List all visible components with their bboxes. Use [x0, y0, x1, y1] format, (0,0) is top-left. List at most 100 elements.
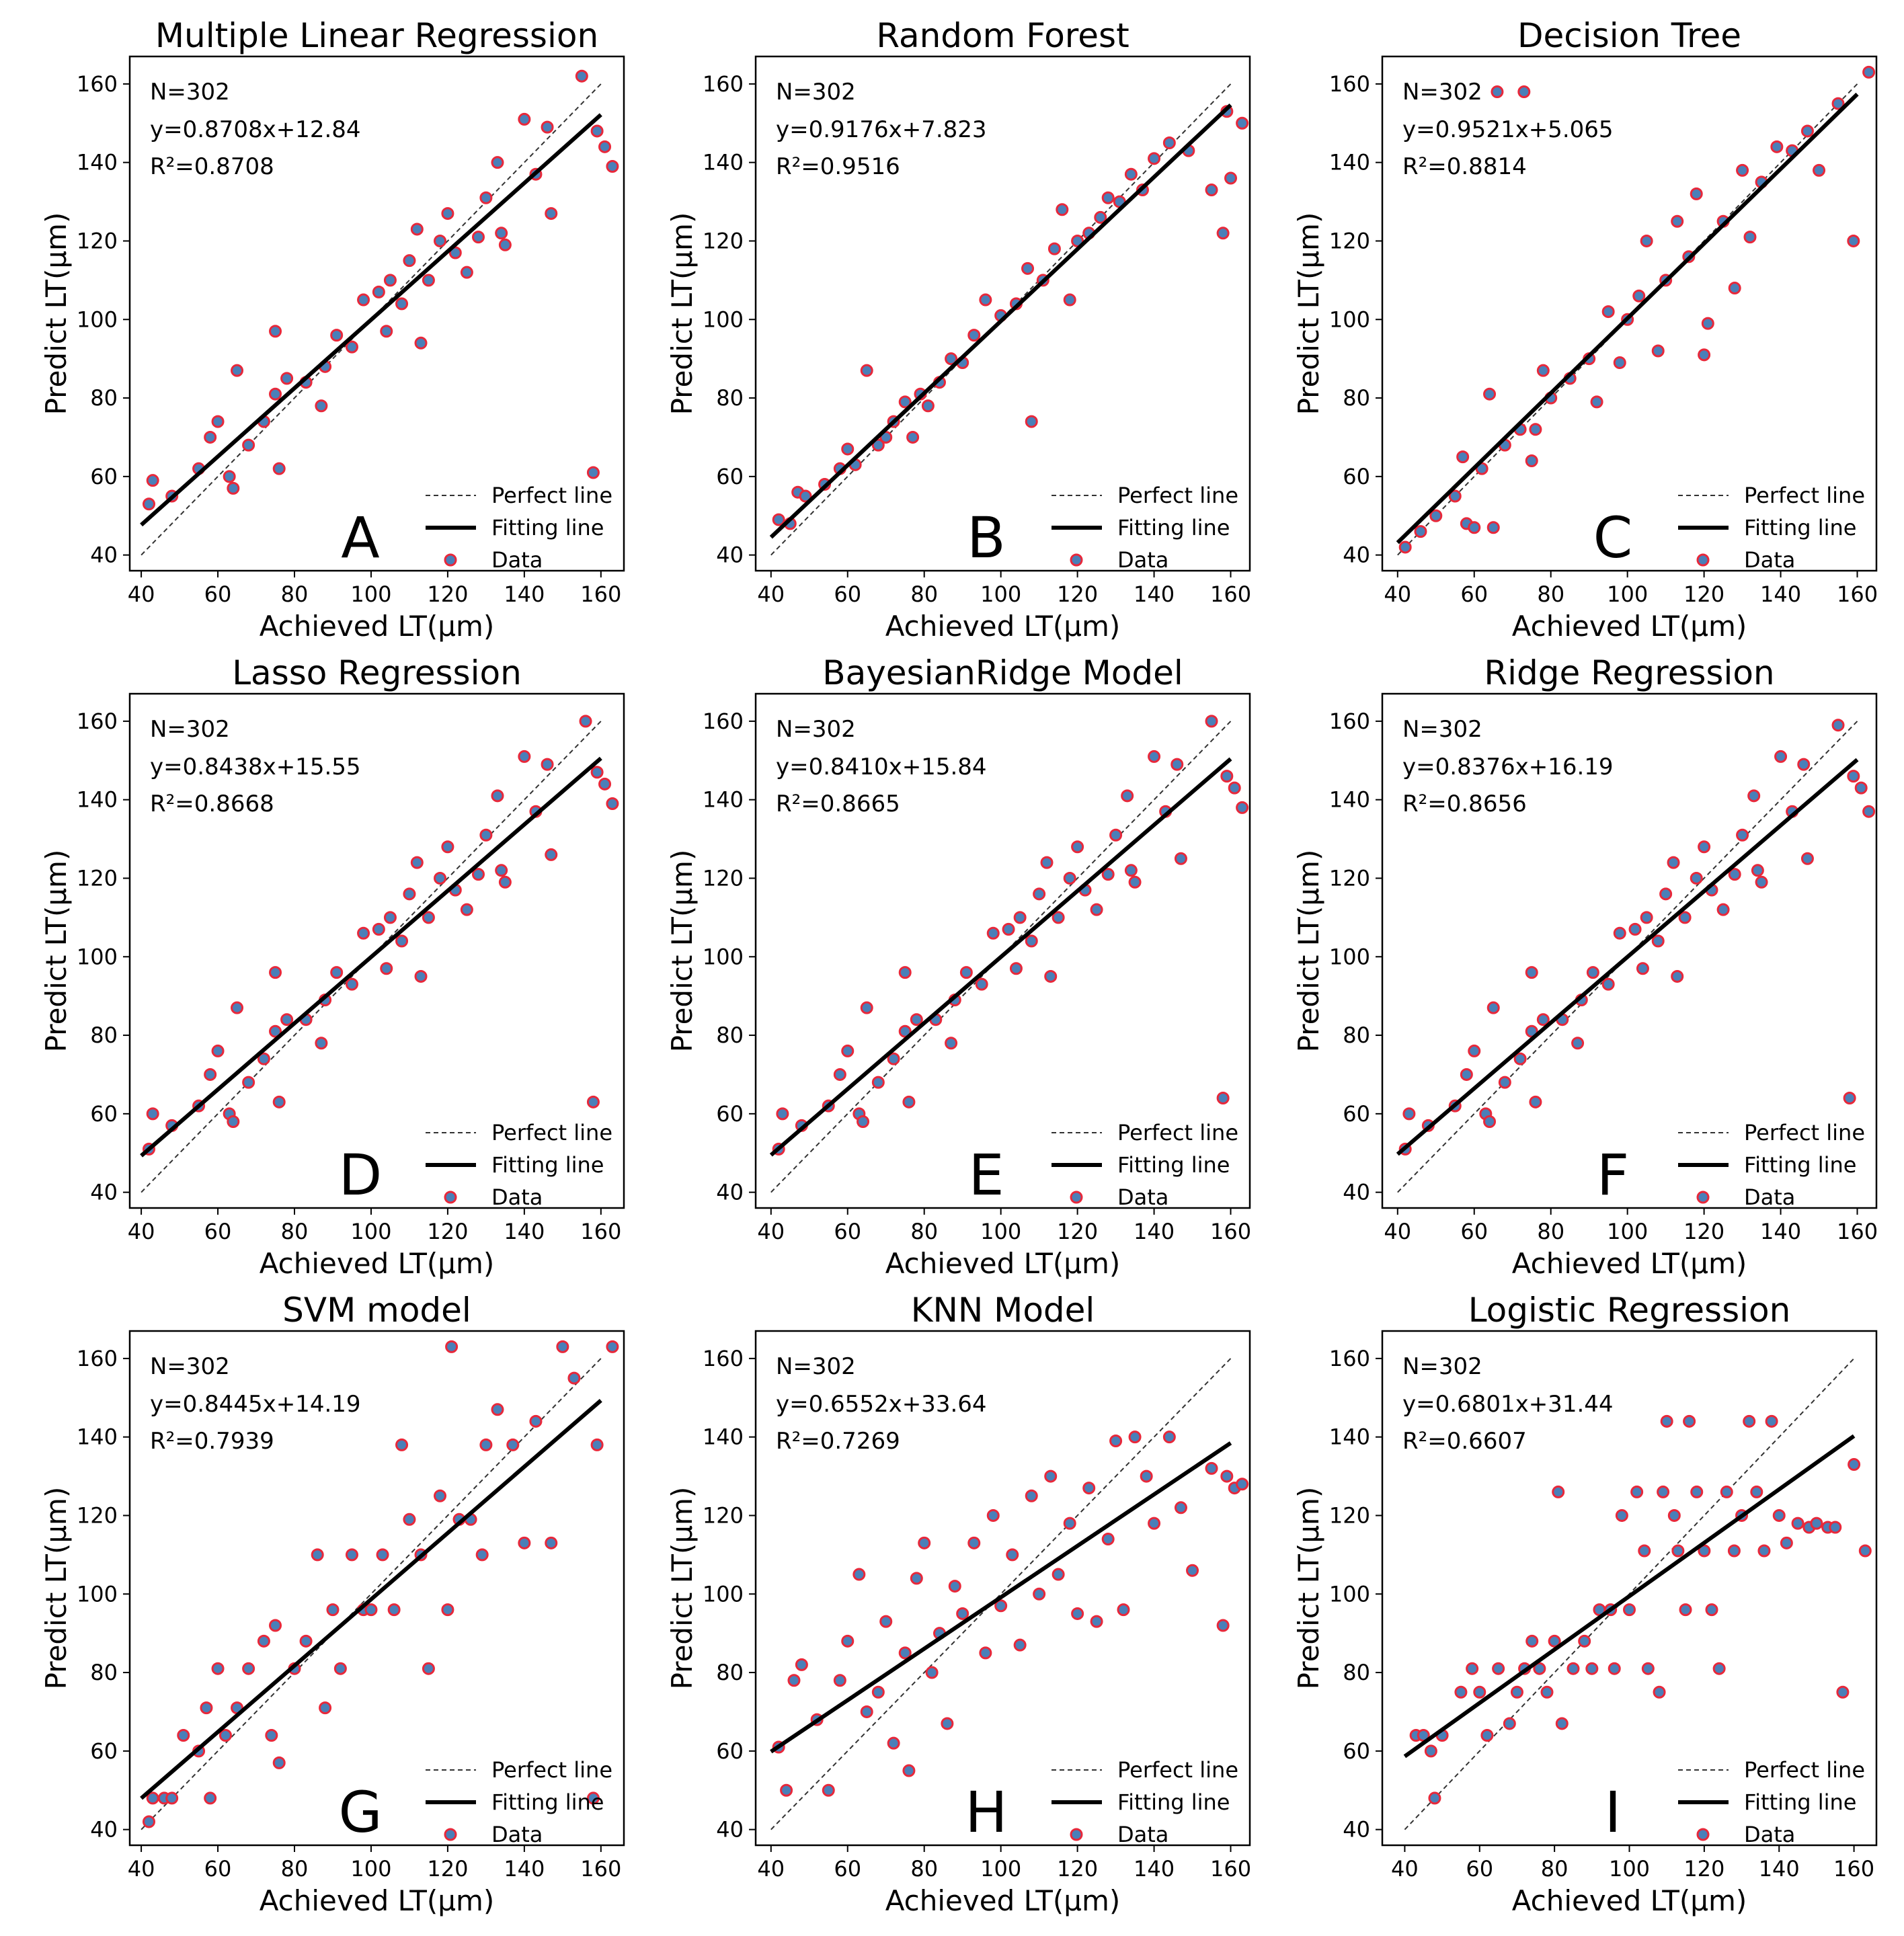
data-point [471, 231, 485, 244]
r2-annotation: R²=0.8656 [1402, 791, 1527, 817]
legend-data-swatch [444, 553, 457, 567]
y-axis-label: Predict LT(μm) [40, 212, 73, 415]
data-point [1186, 1564, 1199, 1577]
equation-annotation: y=0.8445x+14.19 [150, 1391, 361, 1418]
data-point [598, 140, 612, 153]
data-point [1480, 1728, 1494, 1742]
equation-annotation: y=0.8438x+15.55 [150, 754, 361, 780]
x-axis-label: Achieved LT(μm) [885, 610, 1121, 643]
equation-annotation: y=0.9176x+7.823 [776, 116, 987, 143]
data-point [498, 238, 512, 251]
data-point [1780, 1536, 1793, 1549]
x-tick-label: 160 [580, 1219, 621, 1244]
data-point [1810, 1517, 1823, 1530]
y-tick-label: 100 [1329, 1581, 1370, 1607]
data-point [979, 293, 992, 307]
x-tick-label: 160 [580, 1856, 621, 1882]
plot-area [1396, 65, 1876, 556]
legend-fitting-label: Fitting line [1744, 1789, 1856, 1815]
data-point [280, 372, 294, 385]
data-point [541, 120, 554, 134]
data-point [606, 160, 619, 173]
data-point [606, 797, 619, 811]
data-point [1216, 1091, 1230, 1104]
y-tick-label: 60 [1343, 1738, 1370, 1764]
data-point [956, 1607, 969, 1620]
data-point [860, 1001, 873, 1014]
data-point [1052, 1568, 1065, 1581]
data-point [1056, 203, 1069, 216]
data-point [1205, 184, 1218, 197]
data-point [272, 1095, 286, 1108]
data-point [948, 1580, 961, 1593]
data-point [1536, 364, 1550, 377]
data-point [146, 1107, 159, 1121]
data-point [975, 977, 988, 991]
x-tick-label: 140 [504, 1856, 545, 1882]
data-point [1429, 509, 1443, 522]
panel-letter: B [967, 505, 1006, 571]
x-tick-label: 160 [1833, 1856, 1874, 1882]
data-point [434, 871, 447, 885]
data-point [1128, 875, 1142, 889]
data-point [887, 1736, 900, 1750]
r2-annotation: R²=0.9516 [776, 153, 900, 180]
data-point [265, 1728, 278, 1742]
data-point [1638, 1544, 1651, 1558]
data-point [1013, 911, 1027, 924]
data-point [1671, 969, 1684, 983]
data-point [545, 207, 558, 220]
data-point [364, 1603, 378, 1617]
x-tick-label: 160 [1210, 581, 1251, 607]
x-tick-label: 140 [504, 1219, 545, 1244]
legend-fitting-label: Fitting line [491, 1152, 604, 1178]
x-tick-label: 80 [1537, 581, 1564, 607]
data-point [1460, 1067, 1473, 1081]
data-point [1728, 282, 1741, 295]
panel-letter: E [968, 1142, 1004, 1208]
data-point [1063, 1517, 1076, 1530]
data-point [1716, 903, 1730, 916]
plot-area [769, 83, 1249, 556]
y-tick-label: 160 [77, 709, 118, 734]
data-point [1750, 1485, 1763, 1498]
data-point [1671, 214, 1684, 228]
y-tick-label: 120 [77, 1502, 118, 1528]
y-tick-label: 160 [703, 709, 744, 734]
x-tick-label: 60 [204, 1856, 232, 1882]
data-point [1727, 1544, 1741, 1558]
y-tick-label: 120 [1329, 228, 1370, 253]
data-point [1667, 1508, 1681, 1522]
y-tick-label: 60 [90, 1738, 118, 1764]
x-tick-label: 120 [1683, 581, 1724, 607]
data-point [1503, 1717, 1516, 1730]
plot-area [769, 715, 1249, 1193]
data-point [434, 1489, 447, 1502]
legend-perfect-label: Perfect line [491, 483, 612, 508]
data-point [1743, 1414, 1756, 1428]
data-point [422, 911, 435, 924]
data-point [357, 926, 370, 940]
x-tick-label: 60 [834, 1856, 861, 1882]
data-point [219, 1728, 232, 1742]
data-point [1667, 856, 1680, 869]
data-point [1529, 423, 1542, 436]
x-axis-label: Achieved LT(μm) [1512, 610, 1747, 643]
data-point [495, 227, 508, 240]
data-point [299, 1634, 313, 1648]
data-point [319, 1701, 332, 1715]
n-annotation: N=302 [150, 79, 230, 106]
y-tick-label: 140 [703, 150, 744, 175]
data-point [1483, 387, 1497, 401]
data-point [1510, 1685, 1523, 1699]
n-annotation: N=302 [776, 1353, 856, 1380]
data-point [231, 364, 244, 377]
data-point [491, 1403, 504, 1416]
data-point [1671, 1544, 1685, 1558]
data-point [1456, 450, 1470, 464]
data-point [1800, 852, 1814, 865]
data-point [1552, 1485, 1565, 1498]
axes-frame [1381, 1330, 1878, 1847]
data-point [372, 922, 385, 936]
data-point [387, 1603, 401, 1617]
